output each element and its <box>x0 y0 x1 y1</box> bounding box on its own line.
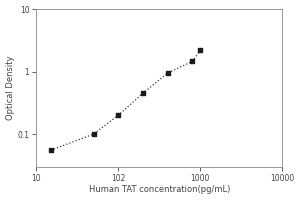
Point <box>91 132 96 136</box>
Point <box>116 114 121 117</box>
Point <box>198 49 203 52</box>
Y-axis label: Optical Density: Optical Density <box>6 56 15 120</box>
Point <box>141 92 146 95</box>
X-axis label: Human TAT concentration(pg/mL): Human TAT concentration(pg/mL) <box>88 185 230 194</box>
Point <box>165 71 170 75</box>
Point <box>48 149 53 152</box>
Point <box>190 60 195 63</box>
